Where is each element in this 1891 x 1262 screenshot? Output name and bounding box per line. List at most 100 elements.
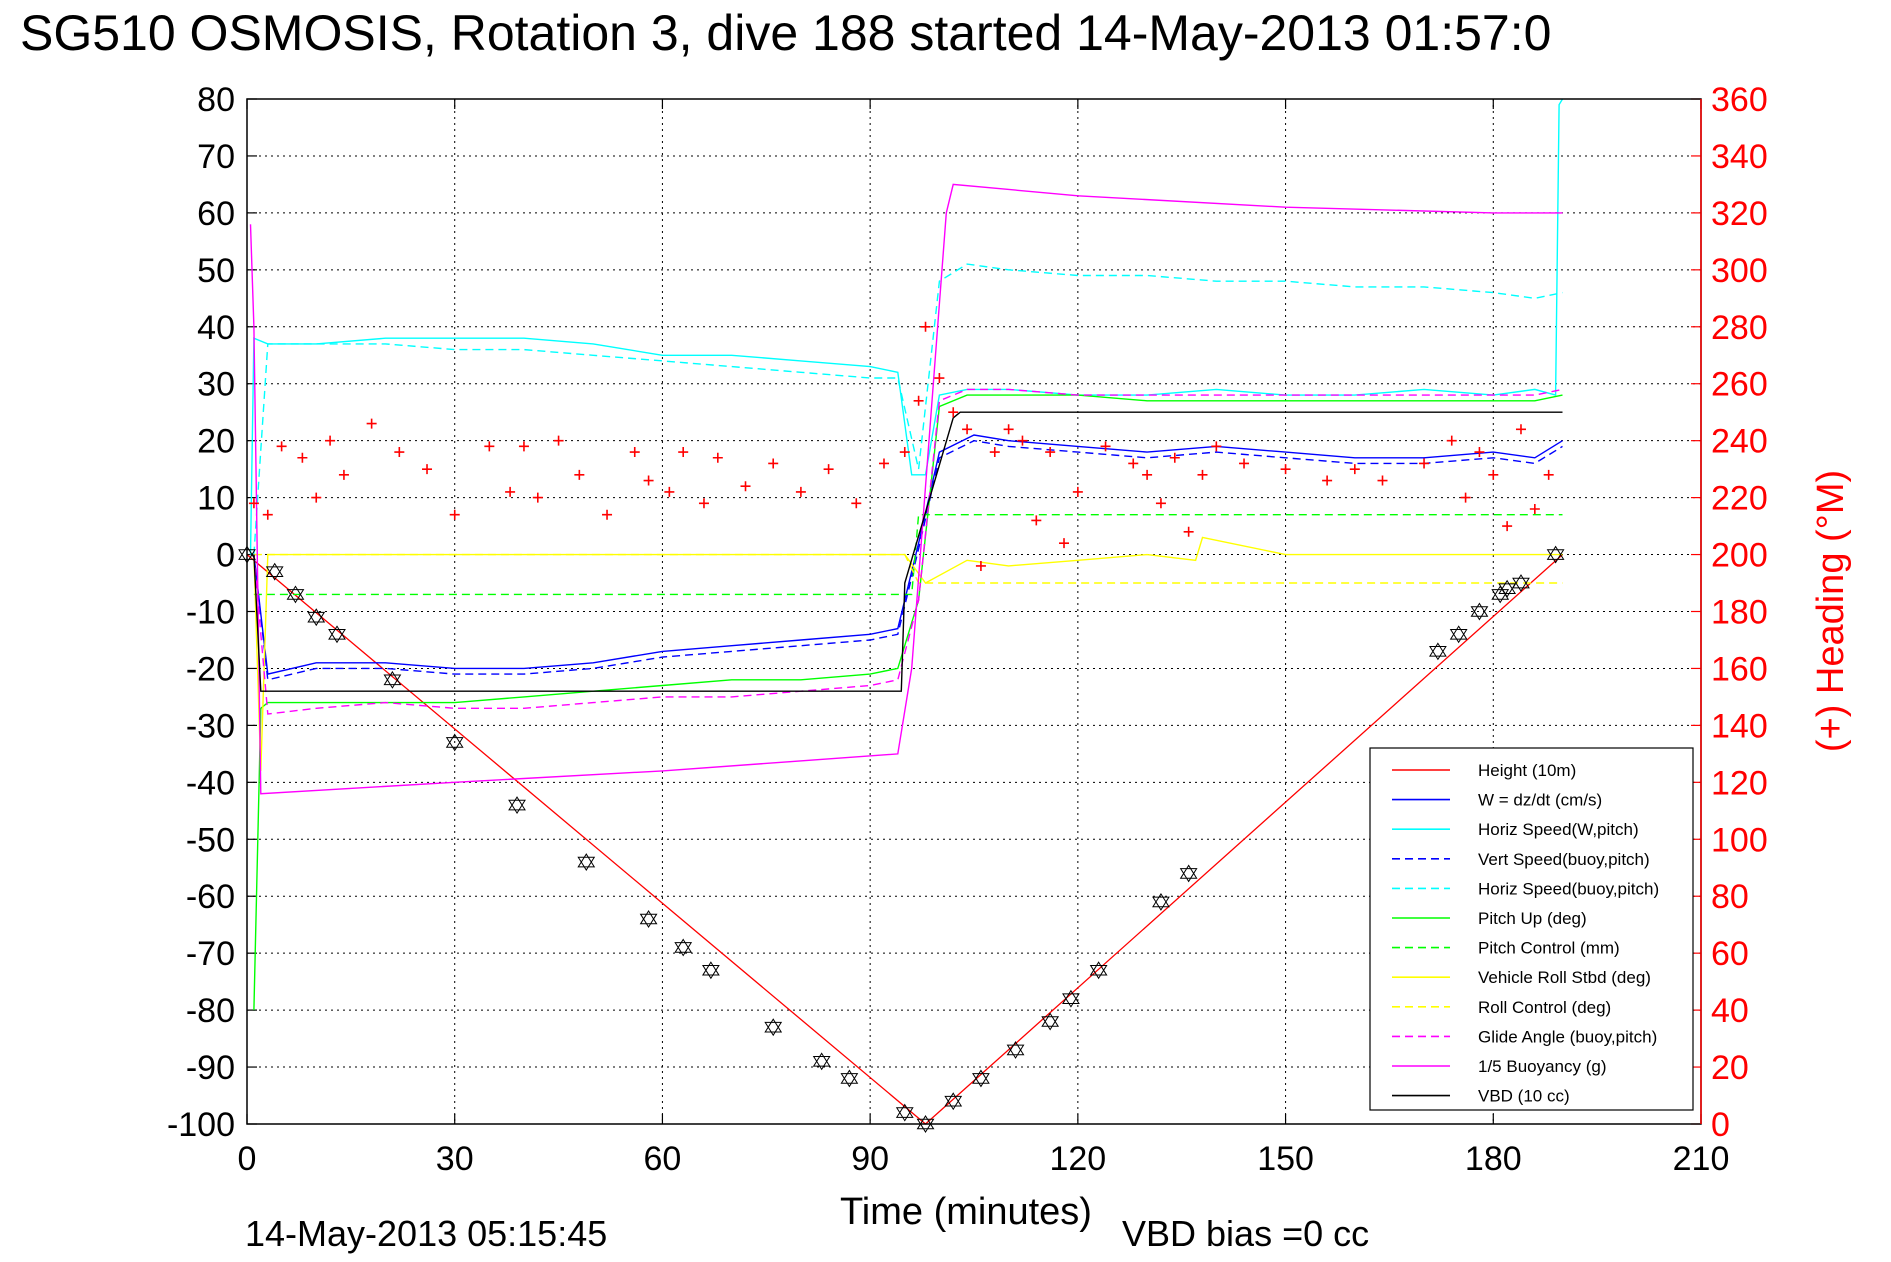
heading-marker (1377, 475, 1388, 486)
heading-marker (325, 435, 336, 446)
heading-marker (948, 407, 959, 418)
heading-marker (276, 441, 287, 452)
y-axis-right-label: (+) Heading (°M) (1810, 470, 1852, 752)
y-right-tick-label: 160 (1711, 650, 1768, 688)
y-tick-label: -60 (186, 878, 235, 916)
heading-marker (698, 498, 709, 509)
heading-marker (1515, 424, 1526, 435)
heading-marker (553, 435, 564, 446)
heading-marker (643, 475, 654, 486)
heading-marker (878, 458, 889, 469)
heading-marker (1529, 504, 1540, 514)
heading-marker (989, 447, 1000, 458)
y-right-tick-label: 140 (1711, 707, 1768, 745)
legend-label: Horiz Speed(buoy,pitch) (1478, 879, 1659, 898)
y-right-tick-label: 20 (1711, 1049, 1749, 1087)
heading-marker (1322, 475, 1333, 486)
legend-label: Horiz Speed(W,pitch) (1478, 820, 1639, 839)
heading-marker (1349, 464, 1360, 475)
y-right-tick-label: 180 (1711, 594, 1768, 632)
y-right-tick-label: 320 (1711, 195, 1768, 233)
heading-marker (823, 464, 834, 475)
heading-marker (664, 486, 675, 497)
y-tick-label: -80 (186, 992, 235, 1030)
legend-label: Pitch Up (deg) (1478, 909, 1587, 928)
heading-marker (712, 452, 723, 463)
y-tick-label: -100 (167, 1106, 235, 1144)
triangle-marker (1062, 989, 1080, 1008)
y-right-tick-label: 260 (1711, 366, 1768, 404)
heading-marker (518, 441, 529, 452)
heading-marker (394, 447, 405, 458)
y-tick-label: -30 (186, 707, 235, 745)
heading-marker (602, 509, 613, 520)
heading-marker (768, 458, 779, 469)
triangle-marker (1006, 1041, 1025, 1059)
heading-marker (1502, 521, 1513, 532)
y-tick-label: 0 (216, 537, 235, 575)
triangle-marker (1546, 545, 1565, 564)
heading-marker (1017, 435, 1028, 446)
y-right-tick-label: 280 (1711, 309, 1768, 347)
y-tick-label: 70 (197, 138, 235, 176)
x-tick-label: 120 (1049, 1140, 1106, 1178)
series-line-w-dz-dt-cm-s (253, 434, 1563, 675)
heading-marker (449, 509, 460, 520)
heading-markers (248, 321, 1554, 571)
legend-label: Glide Angle (buoy,pitch) (1478, 1027, 1657, 1046)
heading-marker (1169, 452, 1180, 463)
y-right-tick-label: 300 (1711, 252, 1768, 290)
legend-label: Roll Control (deg) (1478, 998, 1611, 1017)
x-axis-ticks: 0 30 60 90 120 150 180 210 (238, 99, 1730, 1178)
triangle-marker (307, 608, 326, 627)
heading-marker (1155, 498, 1166, 509)
heading-marker (505, 486, 516, 497)
heading-marker (1239, 458, 1250, 469)
series-line-glide-angle-buoy-pitch (253, 388, 1563, 715)
y-tick-label: -90 (186, 1049, 235, 1087)
triangle-marker (508, 796, 526, 815)
heading-marker (851, 498, 862, 509)
x-tick-label: 210 (1673, 1140, 1730, 1178)
x-tick-label: 0 (238, 1140, 257, 1178)
triangle-marker (1449, 625, 1468, 644)
heading-marker (1419, 458, 1430, 469)
y-tick-label: -40 (186, 764, 235, 802)
y-right-tick-label: 40 (1711, 992, 1749, 1030)
y-right-tick-label: 120 (1711, 764, 1768, 802)
triangle-marker (812, 1052, 831, 1071)
series-line-roll-control-deg (253, 553, 1563, 584)
series-line-vbd-10-cc (253, 411, 1563, 692)
y-right-tick-label: 200 (1711, 537, 1768, 575)
y-right-tick-label: 220 (1711, 480, 1768, 518)
triangle-marker (639, 910, 658, 928)
legend-label: Vert Speed(buoy,pitch) (1478, 850, 1650, 869)
heading-marker (1197, 469, 1208, 480)
x-tick-label: 90 (851, 1140, 889, 1178)
triangle-markers (238, 545, 1565, 1133)
triangle-marker (577, 853, 596, 871)
heading-marker (795, 486, 806, 497)
y-right-tick-label: 340 (1711, 138, 1768, 176)
triangle-marker (383, 670, 402, 689)
heading-marker (920, 321, 931, 332)
heading-marker (1059, 538, 1070, 549)
legend-label: VBD (10 cc) (1478, 1087, 1570, 1106)
triangle-marker (944, 1092, 963, 1111)
heading-marker (338, 469, 349, 480)
heading-marker (1031, 515, 1042, 526)
heading-marker (678, 447, 689, 458)
y-axis-ticks: 80 70 60 50 40 30 20 10 0 -10 -20 -30 -40 -50 -60 -70 -8… (167, 81, 257, 1144)
y-right-tick-label: 80 (1711, 878, 1749, 916)
y-right-tick-label: 100 (1711, 821, 1768, 859)
heading-marker (962, 424, 973, 435)
series-line-1-5-buoyancy-g (249, 183, 1563, 795)
y-right-tick-label: 240 (1711, 423, 1768, 461)
y-right-tick-label: 0 (1711, 1106, 1730, 1144)
heading-marker (311, 492, 322, 503)
triangle-marker (701, 961, 720, 980)
heading-marker (1446, 435, 1457, 446)
heading-marker (975, 560, 986, 571)
series-line-vert-speed-buoy-pitch (253, 439, 1563, 681)
triangle-marker (328, 625, 346, 644)
